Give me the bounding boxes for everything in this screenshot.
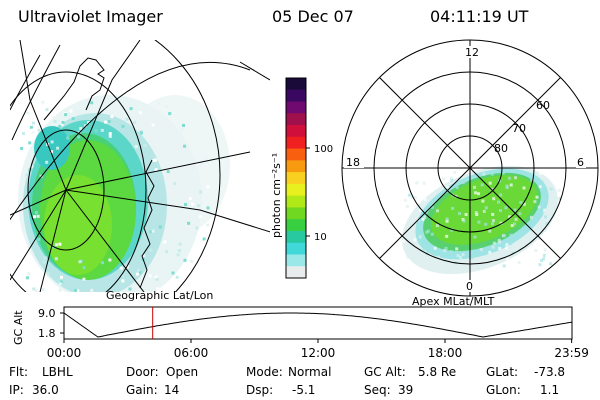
colorbar-tick-10: 10 (314, 232, 327, 243)
colorbar-swatch (286, 195, 306, 208)
coastline (139, 159, 155, 289)
status-mode-label: Mode: (246, 365, 283, 379)
status-glat-value: -73.8 (534, 365, 566, 379)
colorbar: 100 10 photon cm⁻²s⁻¹ (270, 77, 333, 279)
status-door-label: Door: (126, 365, 159, 379)
colorbar-swatch (286, 148, 306, 161)
status-dsp-label: Dsp: (246, 383, 274, 397)
status-flt-label: Flt: (9, 365, 28, 379)
status-gcalt-value: 5.8 Re (418, 365, 457, 379)
colorbar-swatch (286, 125, 306, 138)
mlt-label-6: 6 (577, 156, 584, 169)
mlt-label-0: 0 (466, 280, 473, 293)
status-glon-value: 1.1 (540, 383, 560, 397)
status-glat-label: GLat: (486, 365, 519, 379)
mlat-label-60: 60 (536, 99, 550, 112)
status-glon-label: GLon: (486, 383, 521, 397)
colorbar-swatch (286, 136, 306, 150)
colorbar-swatch (286, 101, 306, 114)
colorbar-swatch (286, 172, 306, 185)
time-tick-label: 06:00 (174, 346, 209, 360)
colorbar-swatch (286, 242, 306, 255)
mlt-label-12: 12 (465, 46, 479, 59)
colorbar-swatch (286, 183, 306, 197)
alt-min-label: 1.8 (38, 327, 56, 340)
colorbar-swatch (286, 254, 306, 267)
instrument-title: Ultraviolet Imager (18, 7, 163, 26)
colorbar-swatch (286, 207, 306, 220)
status-ip-value: 36.0 (32, 383, 59, 397)
time-tick-label: 18:00 (428, 346, 463, 360)
colorbar-unit-label: photon cm⁻²s⁻¹ (270, 153, 283, 238)
left-panel-caption: Geographic Lat/Lon (106, 289, 213, 302)
status-gain-value: 14 (164, 383, 180, 397)
alt-axis-label: GC Alt (12, 310, 25, 345)
colorbar-swatch (286, 266, 306, 279)
status-mode-value: Normal (288, 365, 332, 379)
altitude-timeline: 9.0 1.8 GC Alt 00:00 06:00 12:00 18:00 23:59 (12, 306, 589, 360)
colorbar-swatch (286, 89, 306, 103)
colorbar-swatch (286, 160, 306, 173)
colorbar-swatch (286, 219, 306, 232)
polar-plot: 12 18 6 0 60 70 80 (341, 39, 599, 297)
right-panel-caption: Apex MLat/MLT (412, 295, 495, 308)
time-tick-label: 00:00 (47, 346, 82, 360)
time-tick-label: 12:00 (301, 346, 336, 360)
left-grid (10, 40, 270, 292)
status-dsp-value: -5.1 (292, 383, 316, 397)
status-gain-label: Gain: (126, 383, 158, 397)
date-readout: 05 Dec 07 (272, 7, 354, 26)
time-readout: 04:11:19 UT (430, 7, 529, 26)
status-gcalt-label: GC Alt: (364, 365, 406, 379)
colorbar-swatch (286, 78, 306, 91)
status-seq-value: 39 (398, 383, 414, 397)
mlat-label-70: 70 (512, 122, 526, 135)
time-tick-label: 23:59 (554, 346, 589, 360)
colorbar-swatch (286, 230, 306, 244)
alt-max-label: 9.0 (38, 307, 56, 320)
colorbar-swatch (286, 113, 306, 126)
altitude-curve (63, 312, 573, 338)
status-ip-label: IP: (9, 383, 24, 397)
status-door-value: Open (166, 365, 199, 379)
status-seq-label: Seq: (364, 383, 391, 397)
status-flt-value: LBHL (42, 365, 73, 379)
colorbar-tick-100: 100 (314, 144, 333, 155)
mlt-label-18: 18 (346, 156, 360, 169)
mlat-label-80: 80 (494, 142, 508, 155)
geographic-map (10, 40, 270, 292)
peninsula-coast (43, 57, 105, 121)
